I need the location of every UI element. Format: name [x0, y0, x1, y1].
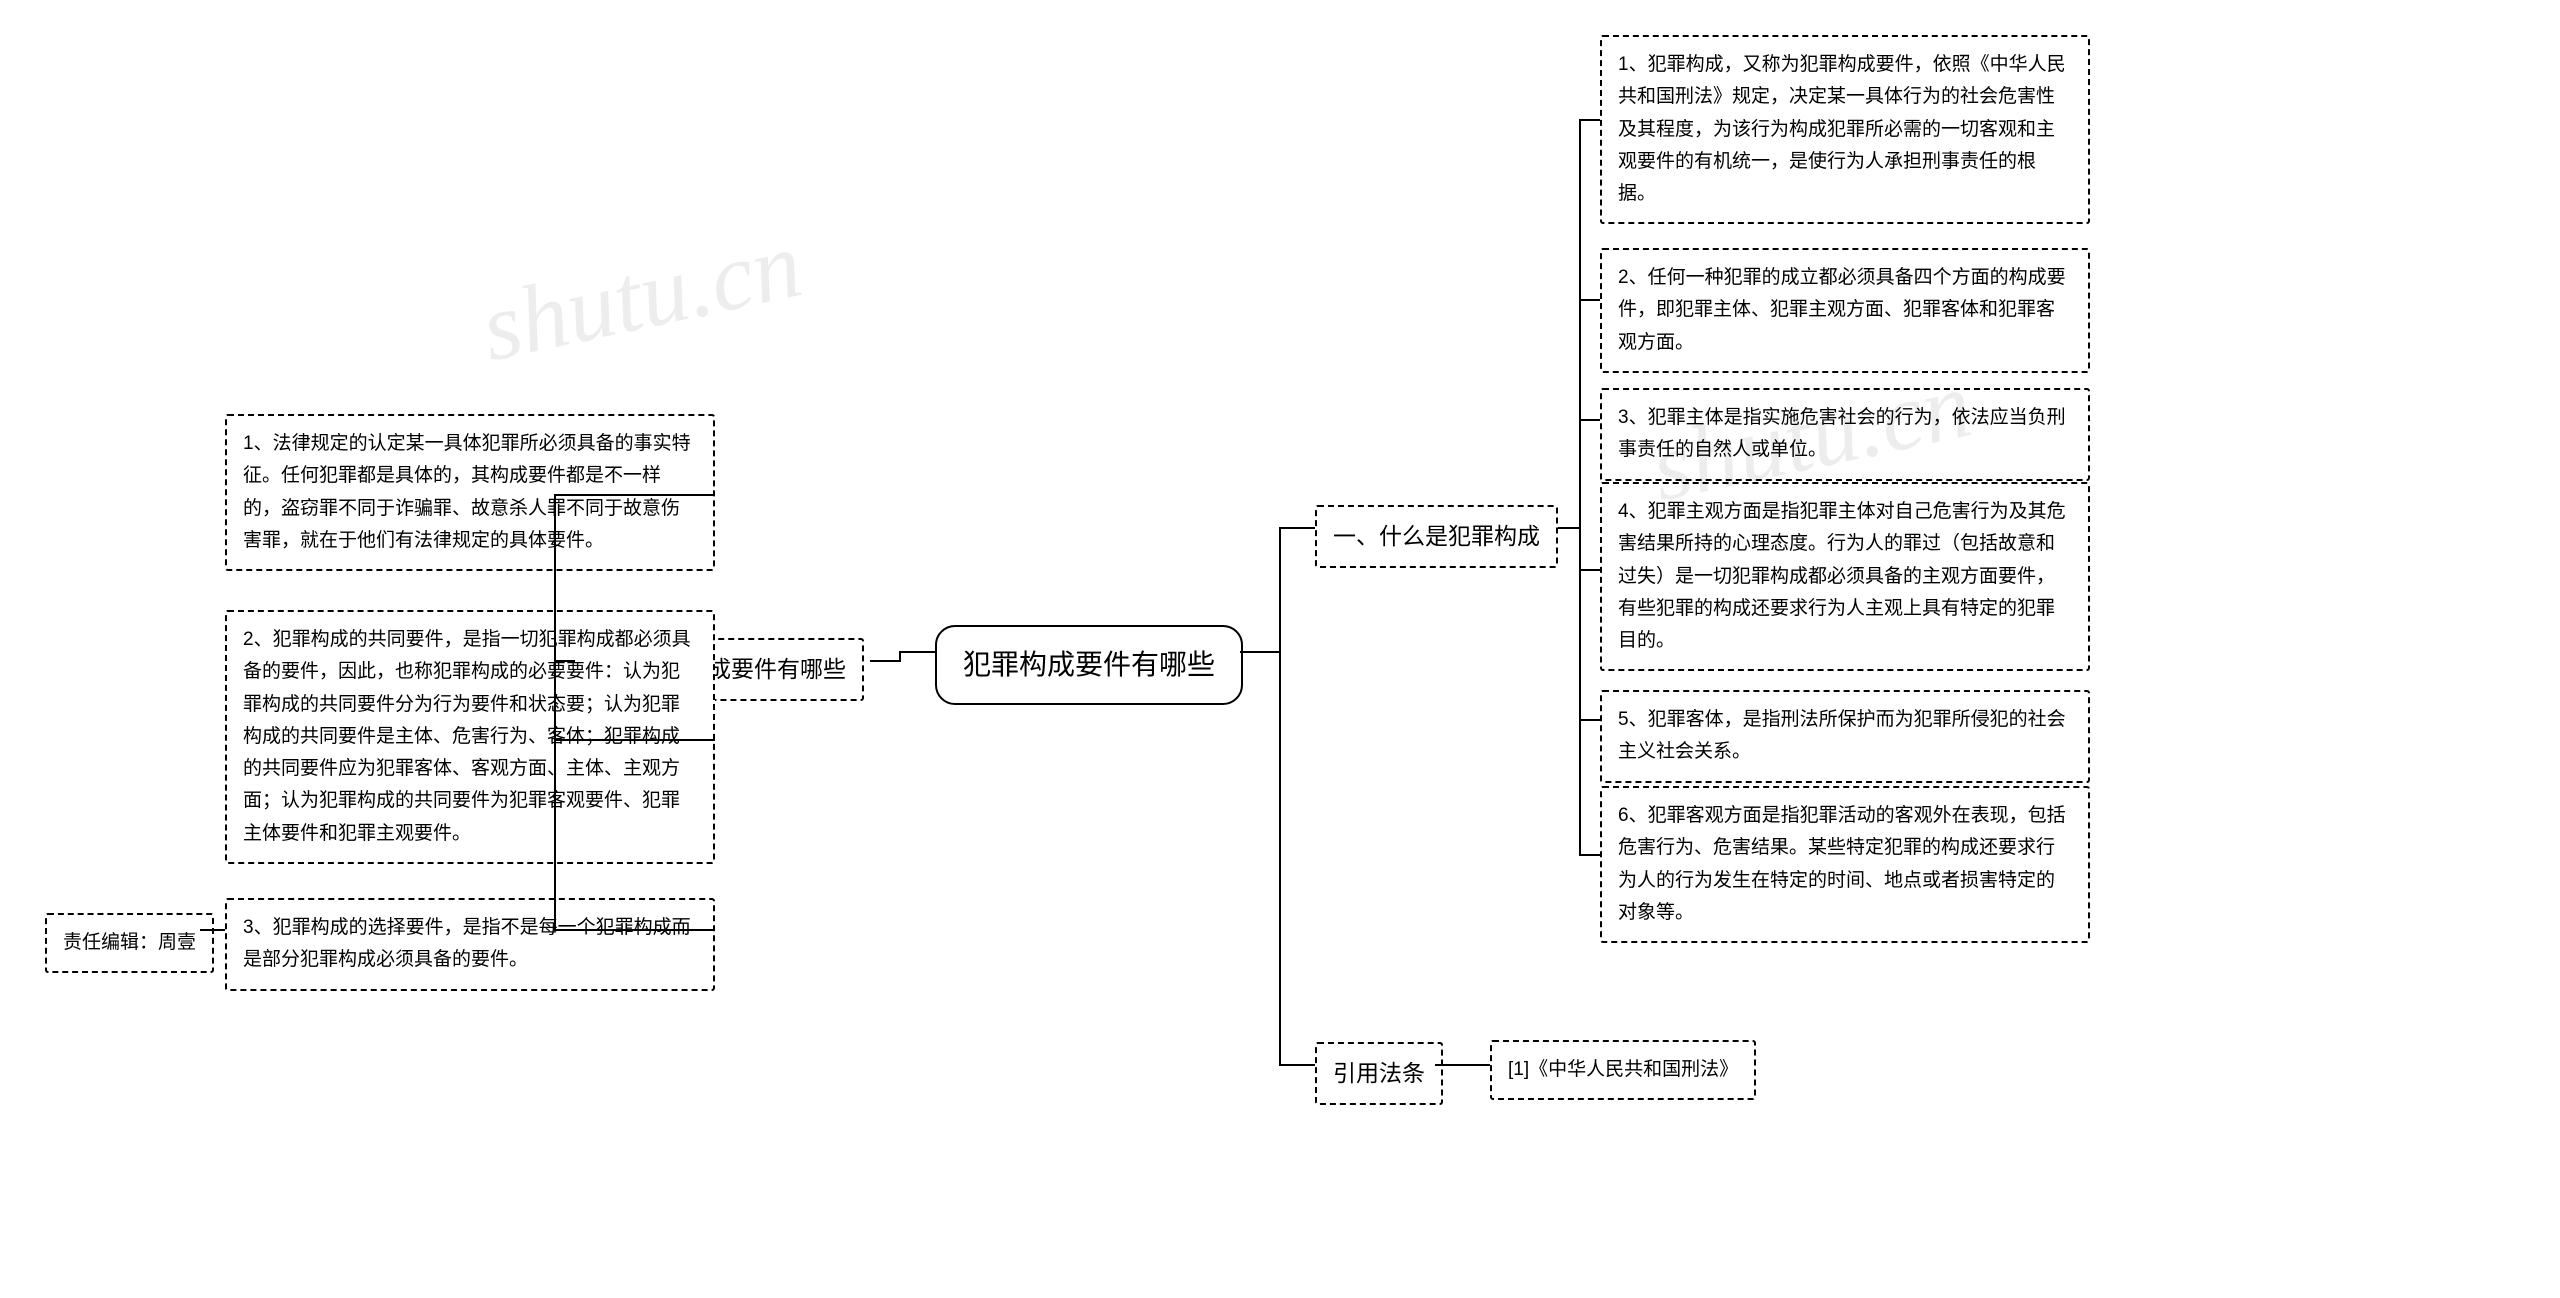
leaf-element-1: 1、法律规定的认定某一具体犯罪所必须具备的事实特征。任何犯罪都是具体的，其构成要…	[225, 414, 715, 571]
leaf-definition-6: 6、犯罪客观方面是指犯罪活动的客观外在表现，包括危害行为、危害结果。某些特定犯罪…	[1600, 786, 2090, 943]
leaf-element-3: 3、犯罪构成的选择要件，是指不是每一个犯罪构成而是部分犯罪构成必须具备的要件。	[225, 898, 715, 991]
leaf-definition-2: 2、任何一种犯罪的成立都必须具备四个方面的构成要件，即犯罪主体、犯罪主观方面、犯…	[1600, 248, 2090, 373]
leaf-text: 1、法律规定的认定某一具体犯罪所必须具备的事实特征。任何犯罪都是具体的，其构成要…	[243, 433, 691, 551]
branch-what-is: 一、什么是犯罪构成	[1315, 505, 1558, 568]
leaf-text: [1]《中华人民共和国刑法》	[1508, 1059, 1738, 1080]
leaf-text: 3、犯罪构成的选择要件，是指不是每一个犯罪构成而是部分犯罪构成必须具备的要件。	[243, 917, 691, 970]
leaf-text: 6、犯罪客观方面是指犯罪活动的客观外在表现，包括危害行为、危害结果。某些特定犯罪…	[1618, 805, 2066, 923]
mindmap-root: 犯罪构成要件有哪些	[935, 625, 1243, 705]
leaf-text: 5、犯罪客体，是指刑法所保护而为犯罪所侵犯的社会主义社会关系。	[1618, 709, 2066, 762]
leaf-citation: [1]《中华人民共和国刑法》	[1490, 1040, 1756, 1100]
editor-credit: 责任编辑：周壹	[45, 913, 214, 973]
leaf-definition-5: 5、犯罪客体，是指刑法所保护而为犯罪所侵犯的社会主义社会关系。	[1600, 690, 2090, 783]
leaf-text: 2、犯罪构成的共同要件，是指一切犯罪构成都必须具备的要件，因此，也称犯罪构成的必…	[243, 629, 691, 844]
leaf-definition-3: 3、犯罪主体是指实施危害社会的行为，依法应当负刑事责任的自然人或单位。	[1600, 388, 2090, 481]
editor-text: 责任编辑：周壹	[63, 932, 196, 953]
leaf-text: 1、犯罪构成，又称为犯罪构成要件，依照《中华人民共和国刑法》规定，决定某一具体行…	[1618, 54, 2066, 204]
branch-label: 引用法条	[1333, 1060, 1425, 1086]
watermark-1: shutu.cn	[472, 208, 811, 384]
branch-citation: 引用法条	[1315, 1042, 1443, 1105]
root-label: 犯罪构成要件有哪些	[963, 649, 1215, 680]
leaf-definition-1: 1、犯罪构成，又称为犯罪构成要件，依照《中华人民共和国刑法》规定，决定某一具体行…	[1600, 35, 2090, 224]
branch-label: 一、什么是犯罪构成	[1333, 523, 1540, 549]
leaf-text: 2、任何一种犯罪的成立都必须具备四个方面的构成要件，即犯罪主体、犯罪主观方面、犯…	[1618, 267, 2066, 353]
leaf-text: 3、犯罪主体是指实施危害社会的行为，依法应当负刑事责任的自然人或单位。	[1618, 407, 2066, 460]
leaf-definition-4: 4、犯罪主观方面是指犯罪主体对自己危害行为及其危害结果所持的心理态度。行为人的罪…	[1600, 482, 2090, 671]
leaf-text: 4、犯罪主观方面是指犯罪主体对自己危害行为及其危害结果所持的心理态度。行为人的罪…	[1618, 501, 2066, 651]
leaf-element-2: 2、犯罪构成的共同要件，是指一切犯罪构成都必须具备的要件，因此，也称犯罪构成的必…	[225, 610, 715, 864]
